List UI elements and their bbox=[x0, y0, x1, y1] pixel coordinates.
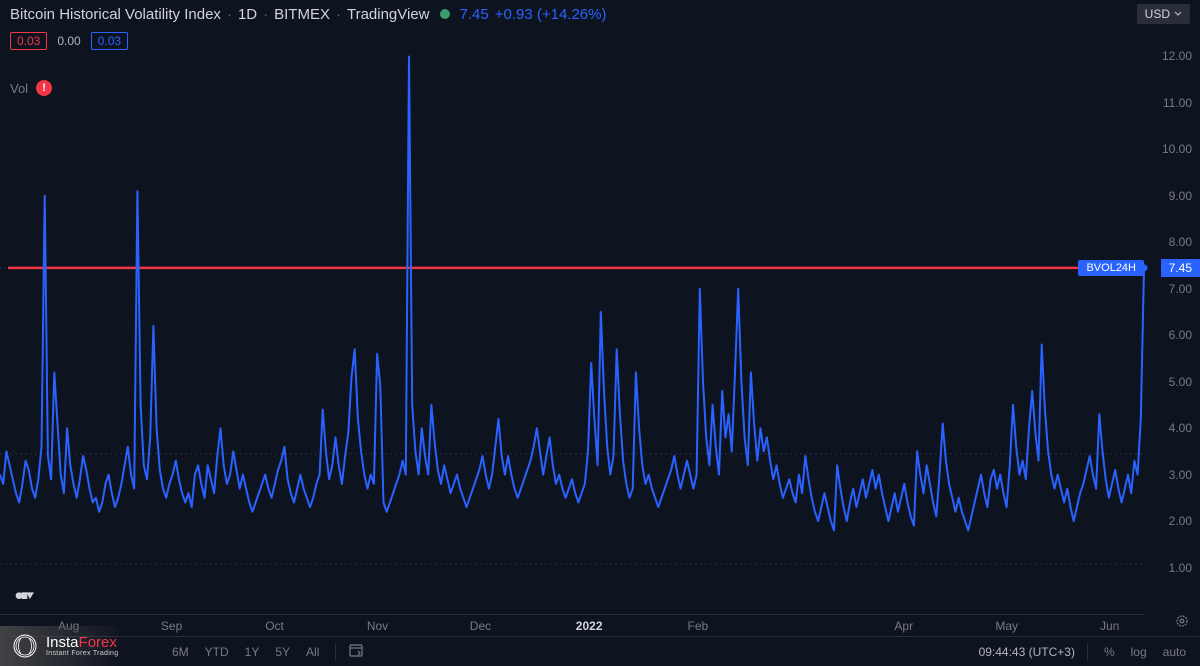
watermark-brand: InstaForex bbox=[46, 635, 118, 650]
scale-auto[interactable]: auto bbox=[1159, 643, 1190, 661]
y-axis[interactable]: 1.00 2.00 3.00 4.00 5.00 6.00 7.00 8.00 9.00 10.0… bbox=[1144, 10, 1200, 614]
y-tick: 4.00 bbox=[1169, 421, 1192, 435]
tradingview-logo[interactable] bbox=[12, 582, 36, 606]
x-tick: Sep bbox=[161, 619, 182, 633]
bottom-toolbar: 6M YTD 1Y 5Y All 09:44:43 (UTC+3) % log … bbox=[0, 636, 1200, 666]
x-tick: Oct bbox=[265, 619, 284, 633]
y-tick: 9.00 bbox=[1169, 189, 1192, 203]
x-tick: Apr bbox=[894, 619, 913, 633]
y-tick: 10.00 bbox=[1162, 142, 1192, 156]
y-tick: 3.00 bbox=[1169, 468, 1192, 482]
x-axis[interactable]: AugSepOctNovDec2022FebAprMayJun bbox=[0, 614, 1144, 636]
scale-pct[interactable]: % bbox=[1100, 643, 1119, 661]
x-tick: Dec bbox=[470, 619, 491, 633]
chart-svg bbox=[0, 10, 1200, 614]
range-5y[interactable]: 5Y bbox=[271, 643, 294, 661]
x-tick: Feb bbox=[687, 619, 708, 633]
y-tick: 7.00 bbox=[1169, 282, 1192, 296]
range-ytd[interactable]: YTD bbox=[201, 643, 233, 661]
y-tick: 5.00 bbox=[1169, 375, 1192, 389]
instaforex-icon bbox=[12, 633, 38, 659]
y-tick: 11.00 bbox=[1163, 96, 1192, 110]
y-tick: 6.00 bbox=[1169, 328, 1192, 342]
chart-area[interactable]: 1.00 2.00 3.00 4.00 5.00 6.00 7.00 8.00 9.00 10.0… bbox=[0, 10, 1200, 614]
range-1y[interactable]: 1Y bbox=[241, 643, 264, 661]
goto-date-icon[interactable] bbox=[348, 642, 364, 661]
x-tick: May bbox=[995, 619, 1018, 633]
y-tick: 8.00 bbox=[1169, 235, 1192, 249]
x-tick: Nov bbox=[367, 619, 388, 633]
x-tick: 2022 bbox=[576, 619, 603, 633]
price-tag: 7.45 bbox=[1161, 259, 1200, 277]
clock: 09:44:43 (UTC+3) bbox=[979, 645, 1075, 659]
symbol-tag: BVOL24H bbox=[1078, 260, 1144, 276]
range-all[interactable]: All bbox=[302, 643, 323, 661]
x-tick: Jun bbox=[1100, 619, 1119, 633]
y-tick: 1.00 bbox=[1169, 561, 1192, 575]
watermark-sub: Instant Forex Trading bbox=[46, 650, 118, 657]
instaforex-watermark: InstaForex Instant Forex Trading bbox=[0, 626, 130, 666]
scale-log[interactable]: log bbox=[1127, 643, 1151, 661]
y-tick: 12.00 bbox=[1162, 49, 1192, 63]
range-6m[interactable]: 6M bbox=[168, 643, 193, 661]
gear-icon[interactable] bbox=[1174, 613, 1190, 632]
y-tick: 2.00 bbox=[1169, 514, 1192, 528]
